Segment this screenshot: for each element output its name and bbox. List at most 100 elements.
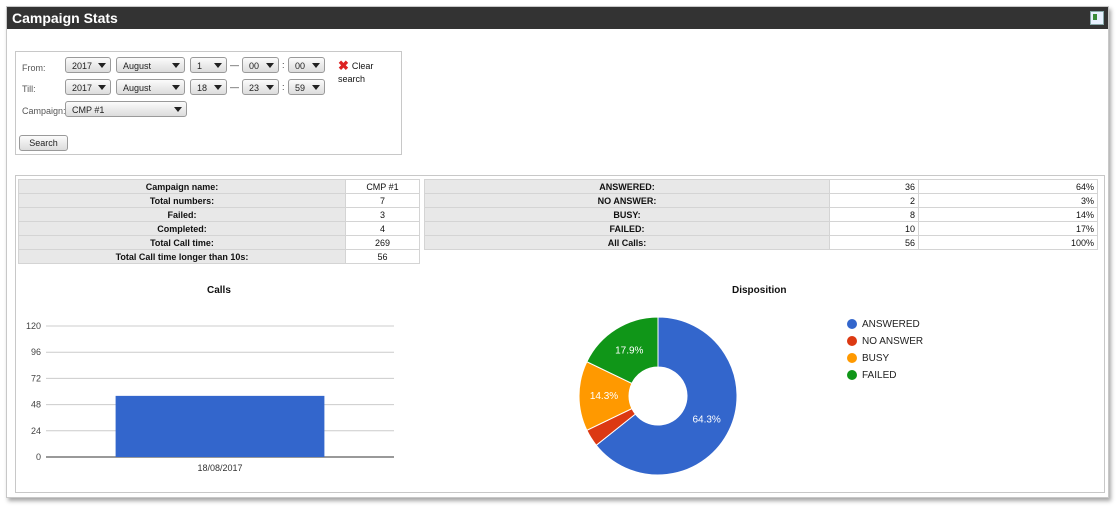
summary-value: 7 <box>345 193 420 208</box>
from-day-select[interactable]: 1 <box>190 57 227 73</box>
summary-row: Total Call time: 269 <box>18 235 420 250</box>
campaign-label: Campaign: <box>22 106 66 116</box>
from-dash: — <box>230 60 239 70</box>
legend-label: ANSWERED <box>862 319 920 330</box>
y-tick-label: 0 <box>36 452 41 462</box>
summary-label: Campaign name: <box>18 179 346 194</box>
summary-row: Campaign name: CMP #1 <box>18 179 420 194</box>
legend-item[interactable]: BUSY <box>847 352 923 369</box>
chevron-down-icon <box>172 85 180 90</box>
from-month-select[interactable]: August <box>116 57 185 73</box>
disposition-label: FAILED: <box>424 221 830 236</box>
disposition-percent: 17% <box>918 221 1098 236</box>
y-tick-label: 120 <box>26 321 41 331</box>
clear-search-link[interactable]: ✖ Clear search <box>338 58 374 84</box>
legend-dot-icon <box>847 336 857 346</box>
till-year-select[interactable]: 2017 <box>65 79 111 95</box>
disposition-percent: 3% <box>918 193 1098 208</box>
disposition-legend: ANSWERED NO ANSWER BUSY FAILED <box>847 318 923 386</box>
chevron-down-icon <box>266 85 274 90</box>
disposition-count: 10 <box>829 221 919 236</box>
summary-value: 3 <box>345 207 420 222</box>
disposition-row: NO ANSWER: 2 3% <box>424 193 1098 208</box>
chevron-down-icon <box>174 107 182 112</box>
disposition-row: All Calls: 56 100% <box>424 235 1098 250</box>
y-tick-label: 96 <box>31 347 41 357</box>
summary-row: Total Call time longer than 10s: 56 <box>18 249 420 264</box>
disposition-chart-title: Disposition <box>732 285 787 296</box>
disposition-label: BUSY: <box>424 207 830 222</box>
disposition-percent: 14% <box>918 207 1098 222</box>
legend-item[interactable]: NO ANSWER <box>847 335 923 352</box>
disposition-label: All Calls: <box>424 235 830 250</box>
campaign-select[interactable]: CMP #1 <box>65 101 187 117</box>
disposition-count: 8 <box>829 207 919 222</box>
chevron-down-icon <box>172 63 180 68</box>
summary-value: 56 <box>345 249 420 264</box>
legend-dot-icon <box>847 370 857 380</box>
calls-bar-chart: 0 24 48 72 96 120 18/08/2017 <box>26 321 394 473</box>
till-day-select[interactable]: 18 <box>190 79 227 95</box>
search-form: From: 2017 August 1 — 00 : 00 ✖ Clear sea… <box>15 51 402 155</box>
summary-row: Completed: 4 <box>18 221 420 236</box>
panel-title: Campaign Stats <box>12 10 118 26</box>
till-month-select[interactable]: August <box>116 79 185 95</box>
legend-label: FAILED <box>862 370 897 381</box>
summary-value: 4 <box>345 221 420 236</box>
stats-content: Campaign name: CMP #1 Total numbers: 7 Faile… <box>15 175 1105 493</box>
till-hour-select[interactable]: 23 <box>242 79 279 95</box>
y-tick-label: 72 <box>31 373 41 383</box>
legend-label: BUSY <box>862 353 890 364</box>
chevron-down-icon <box>98 63 106 68</box>
disposition-percent: 64% <box>918 179 1098 194</box>
summary-label: Total Call time longer than 10s: <box>18 249 346 264</box>
till-colon: : <box>282 82 285 92</box>
till-minute-select[interactable]: 59 <box>288 79 325 95</box>
from-hour-select[interactable]: 00 <box>242 57 279 73</box>
disposition-count: 36 <box>829 179 919 194</box>
disposition-row: BUSY: 8 14% <box>424 207 1098 222</box>
legend-label: NO ANSWER <box>862 336 924 347</box>
legend-item[interactable]: ANSWERED <box>847 318 923 335</box>
from-year-select[interactable]: 2017 <box>65 57 111 73</box>
summary-value: 269 <box>345 235 420 250</box>
close-icon: ✖ <box>338 58 349 73</box>
export-excel-icon[interactable] <box>1090 11 1104 25</box>
disposition-label: ANSWERED: <box>424 179 830 194</box>
slice-label: 17.9% <box>615 345 643 356</box>
search-button[interactable]: Search <box>19 135 68 151</box>
legend-dot-icon <box>847 353 857 363</box>
summary-label: Completed: <box>18 221 346 236</box>
from-label: From: <box>22 63 46 73</box>
chevron-down-icon <box>312 63 320 68</box>
till-dash: — <box>230 82 239 92</box>
summary-value: CMP #1 <box>345 179 420 194</box>
chevron-down-icon <box>98 85 106 90</box>
panel-titlebar: Campaign Stats <box>7 7 1108 29</box>
summary-row: Total numbers: 7 <box>18 193 420 208</box>
legend-item[interactable]: FAILED <box>847 369 923 386</box>
summary-label: Total Call time: <box>18 235 346 250</box>
bar[interactable] <box>115 395 325 457</box>
chevron-down-icon <box>312 85 320 90</box>
campaign-stats-panel: Campaign Stats From: 2017 August 1 — 00 … <box>6 6 1109 498</box>
disposition-table: ANSWERED: 36 64% NO ANSWER: 2 3% BUSY: 8 14% FAIL… <box>424 179 1098 250</box>
till-label: Till: <box>22 84 36 94</box>
slice-label: 64.3% <box>692 414 720 425</box>
disposition-label: NO ANSWER: <box>424 193 830 208</box>
summary-label: Total numbers: <box>18 193 346 208</box>
disposition-percent: 100% <box>918 235 1098 250</box>
pie-slice[interactable] <box>586 316 659 385</box>
slice-label: 14.3% <box>590 391 618 402</box>
disposition-row: ANSWERED: 36 64% <box>424 179 1098 194</box>
summary-label: Failed: <box>18 207 346 222</box>
pie-slice[interactable] <box>595 316 738 476</box>
calls-chart-title: Calls <box>207 285 231 296</box>
disposition-pie-chart: 64.3% 14.3% 17.9% <box>578 316 738 476</box>
summary-row: Failed: 3 <box>18 207 420 222</box>
from-minute-select[interactable]: 00 <box>288 57 325 73</box>
x-tick-label: 18/08/2017 <box>197 463 242 473</box>
chevron-down-icon <box>266 63 274 68</box>
disposition-row: FAILED: 10 17% <box>424 221 1098 236</box>
disposition-count: 56 <box>829 235 919 250</box>
